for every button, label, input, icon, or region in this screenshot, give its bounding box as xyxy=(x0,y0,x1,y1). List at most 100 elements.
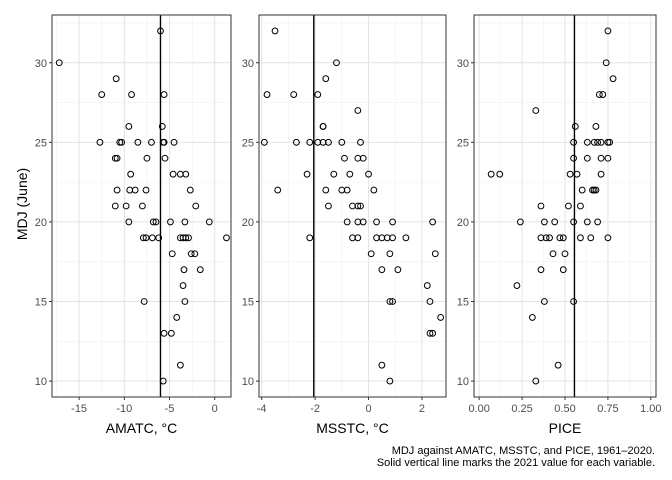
data-point xyxy=(116,138,124,146)
data-point xyxy=(182,170,190,178)
y-tick-label: 25 xyxy=(242,137,254,149)
y-tick-label: 15 xyxy=(457,297,469,309)
data-point xyxy=(343,218,351,226)
x-tick-label: -15 xyxy=(71,403,87,415)
data-point xyxy=(139,234,147,242)
caption-line-2: Solid vertical line marks the 2021 value… xyxy=(377,457,655,469)
data-point xyxy=(127,170,135,178)
data-point xyxy=(223,234,230,242)
data-point xyxy=(187,250,195,258)
data-point xyxy=(155,234,163,242)
data-point xyxy=(437,314,445,321)
data-point xyxy=(152,218,160,226)
data-point xyxy=(587,234,595,242)
y-axis-title: MDJ (June) xyxy=(14,168,30,240)
data-point xyxy=(540,298,548,305)
panel-border xyxy=(473,14,657,398)
data-point xyxy=(274,186,282,194)
data-point xyxy=(111,202,119,210)
data-point xyxy=(157,27,164,35)
data-point xyxy=(182,234,190,242)
data-point xyxy=(599,91,607,98)
data-point xyxy=(98,91,106,98)
data-point xyxy=(325,202,332,210)
caption-line-1: MDJ against AMATC, MSSTC, and PICE, 1961… xyxy=(392,445,655,457)
x-tick-label: -4 xyxy=(257,403,267,415)
data-point xyxy=(389,234,396,242)
data-point xyxy=(577,234,584,242)
data-point xyxy=(161,154,169,162)
data-point xyxy=(330,170,338,178)
data-point xyxy=(181,218,189,226)
data-point xyxy=(113,186,121,194)
data-point xyxy=(180,266,188,274)
data-point xyxy=(378,361,386,369)
data-point xyxy=(378,266,386,274)
data-point xyxy=(423,282,431,289)
data-point xyxy=(540,218,548,226)
data-point xyxy=(205,218,213,226)
data-point xyxy=(125,123,133,130)
data-point xyxy=(606,138,614,146)
data-point xyxy=(537,202,545,210)
data-point xyxy=(573,170,581,178)
data-point xyxy=(389,218,396,226)
data-point xyxy=(367,250,375,258)
panel-3: 0.00 0.25 0.50 0.75 1.00 10 15 20 25 30 PICE xyxy=(457,14,662,436)
data-point xyxy=(604,154,612,162)
data-point xyxy=(566,170,574,178)
data-point xyxy=(559,266,567,274)
data-point xyxy=(357,202,364,210)
data-point xyxy=(516,218,524,226)
data-point xyxy=(592,123,600,130)
panel-border xyxy=(51,14,232,398)
x-axis-title: MSSTC, °C xyxy=(316,420,389,436)
data-point xyxy=(169,170,177,178)
data-point xyxy=(583,154,591,162)
data-point xyxy=(167,329,175,337)
data-point xyxy=(594,218,602,226)
data-point xyxy=(263,91,271,98)
data-point xyxy=(583,218,591,226)
data-point xyxy=(159,377,167,385)
data-point xyxy=(185,234,192,242)
data-point xyxy=(578,186,586,194)
x-tick-label: 2 xyxy=(419,403,425,415)
data-point xyxy=(386,377,394,385)
y-tick-label: 25 xyxy=(35,137,47,149)
data-point xyxy=(561,250,569,258)
x-tick-label: 0.00 xyxy=(468,403,489,415)
data-point xyxy=(142,186,150,194)
x-tick-label: 0.50 xyxy=(554,403,575,415)
data-point xyxy=(429,218,437,226)
data-point xyxy=(306,234,314,242)
x-tick-label: 0.25 xyxy=(511,403,532,415)
y-tick-label: 20 xyxy=(35,217,47,229)
data-point xyxy=(113,154,121,162)
data-point xyxy=(173,314,181,321)
data-point xyxy=(196,266,204,274)
data-point xyxy=(570,138,577,146)
x-tick-label: 1.00 xyxy=(640,403,661,415)
data-point xyxy=(118,138,126,146)
data-point xyxy=(528,314,536,321)
data-point xyxy=(597,170,605,178)
data-point xyxy=(322,75,330,83)
data-point xyxy=(597,154,605,162)
x-tick-label: -10 xyxy=(116,403,132,415)
data-point xyxy=(370,186,378,194)
panel-border xyxy=(258,14,447,398)
data-point xyxy=(551,218,559,226)
data-point xyxy=(549,250,557,258)
data-point xyxy=(143,154,151,162)
data-point xyxy=(426,329,434,337)
data-point xyxy=(134,138,142,146)
panels-group: -15 -10 -5 0 10 15 20 25 30 AMATC, °C -4 -2 0 2 10 15 20… xyxy=(35,14,662,436)
y-tick-label: 15 xyxy=(35,297,47,309)
y-tick-label: 20 xyxy=(457,217,469,229)
data-point xyxy=(260,138,268,146)
data-point xyxy=(357,138,364,146)
y-tick-label: 20 xyxy=(242,217,254,229)
data-point xyxy=(325,138,332,146)
data-point xyxy=(583,138,591,146)
